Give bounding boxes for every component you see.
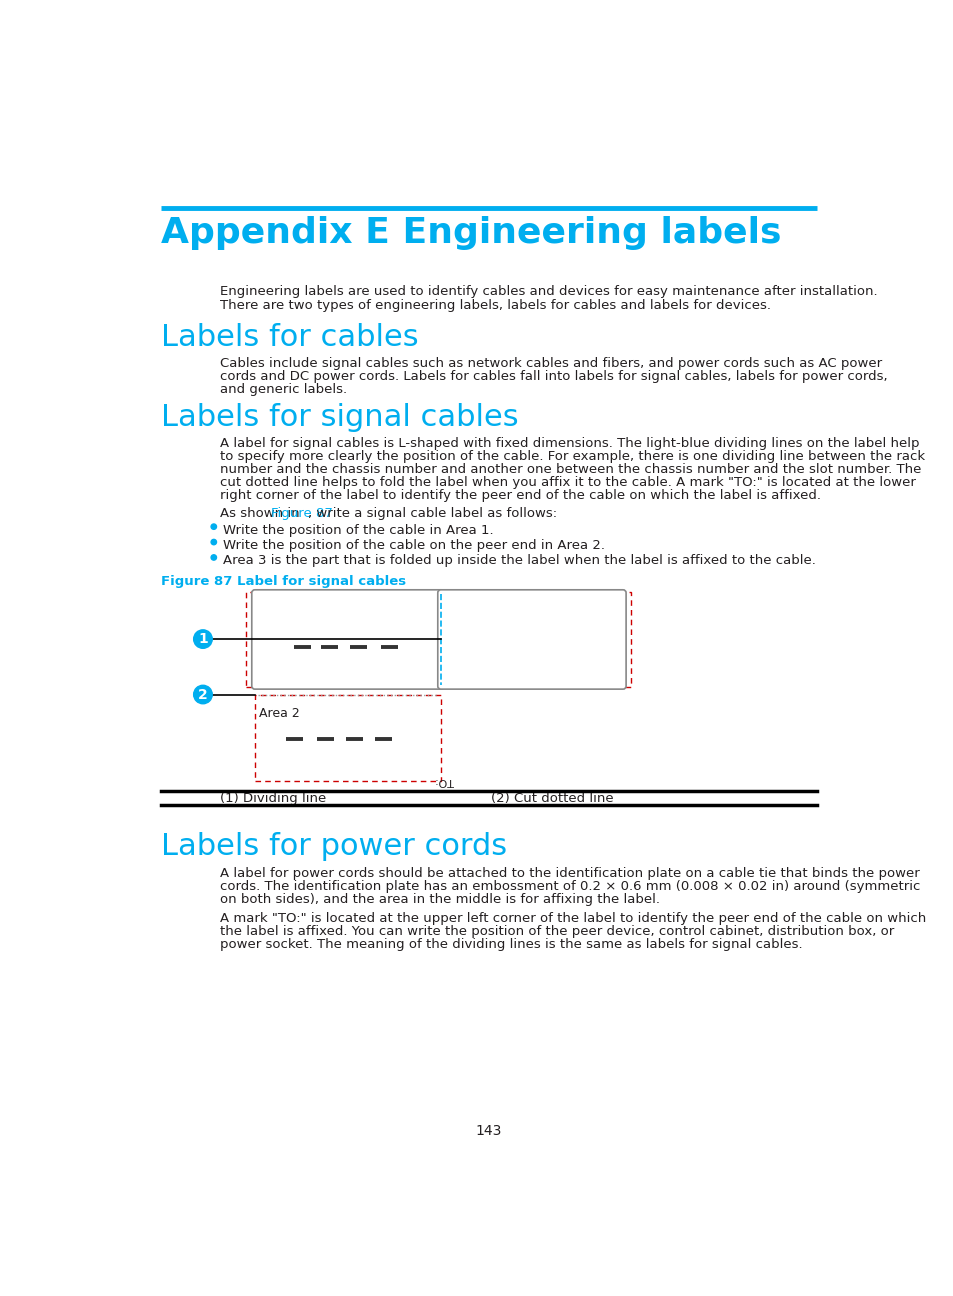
- Text: 2: 2: [198, 687, 208, 701]
- Text: on both sides), and the area in the middle is for affixing the label.: on both sides), and the area in the midd…: [220, 893, 659, 906]
- Text: Appendix E Engineering labels: Appendix E Engineering labels: [161, 215, 781, 250]
- Text: A label for signal cables is L-shaped with fixed dimensions. The light-blue divi: A label for signal cables is L-shaped wi…: [220, 437, 919, 450]
- Text: the label is affixed. You can write the position of the peer device, control cab: the label is affixed. You can write the …: [220, 925, 893, 938]
- Text: right corner of the label to identify the peer end of the cable on which the lab: right corner of the label to identify th…: [220, 489, 821, 502]
- Text: Figure 87 Label for signal cables: Figure 87 Label for signal cables: [161, 575, 406, 588]
- Text: Write the position of the cable in Area 1.: Write the position of the cable in Area …: [223, 524, 494, 537]
- Text: A mark "TO:" is located at the upper left corner of the label to identify the pe: A mark "TO:" is located at the upper lef…: [220, 911, 925, 924]
- Bar: [254, 695, 440, 780]
- Text: There are two types of engineering labels, labels for cables and labels for devi: There are two types of engineering label…: [220, 299, 770, 312]
- Text: Cables include signal cables such as network cables and fibers, and power cords : Cables include signal cables such as net…: [220, 358, 882, 371]
- Text: Figure 87: Figure 87: [271, 508, 333, 521]
- Text: Labels for power cords: Labels for power cords: [161, 832, 507, 861]
- Text: power socket. The meaning of the dividing lines is the same as labels for signal: power socket. The meaning of the dividin…: [220, 938, 801, 951]
- Text: and generic labels.: and generic labels.: [220, 384, 347, 397]
- FancyBboxPatch shape: [252, 590, 443, 689]
- Text: cords and DC power cords. Labels for cables fall into labels for signal cables, : cords and DC power cords. Labels for cab…: [220, 371, 886, 384]
- FancyBboxPatch shape: [437, 590, 625, 689]
- Text: (2) Cut dotted line: (2) Cut dotted line: [491, 792, 613, 805]
- Text: 143: 143: [476, 1124, 501, 1138]
- Circle shape: [211, 524, 216, 529]
- Text: Write the position of the cable on the peer end in Area 2.: Write the position of the cable on the p…: [223, 539, 604, 552]
- Text: to specify more clearly the position of the cable. For example, there is one div: to specify more clearly the position of …: [220, 450, 924, 463]
- Text: Area 3: Area 3: [447, 605, 487, 618]
- Text: Labels for cables: Labels for cables: [161, 324, 418, 353]
- Bar: [245, 592, 630, 687]
- Text: As shown in: As shown in: [220, 508, 304, 521]
- Circle shape: [193, 630, 212, 648]
- Text: , write a signal cable label as follows:: , write a signal cable label as follows:: [308, 508, 557, 521]
- Text: cords. The identification plate has an embossment of 0.2 × 0.6 mm (0.008 × 0.02 : cords. The identification plate has an e…: [220, 880, 920, 893]
- Circle shape: [193, 686, 212, 704]
- Circle shape: [211, 539, 216, 544]
- Text: Area 2: Area 2: [258, 706, 299, 719]
- Text: Area 3 is the part that is folded up inside the label when the label is affixed : Area 3 is the part that is folded up ins…: [223, 555, 815, 568]
- Text: Engineering labels are used to identify cables and devices for easy maintenance : Engineering labels are used to identify …: [220, 285, 877, 298]
- Text: (1) Dividing line: (1) Dividing line: [220, 792, 326, 805]
- Text: Labels for signal cables: Labels for signal cables: [161, 403, 518, 433]
- Text: cut dotted line helps to fold the label when you affix it to the cable. A mark ": cut dotted line helps to fold the label …: [220, 476, 915, 489]
- Text: TO:: TO:: [435, 776, 453, 787]
- Circle shape: [211, 555, 216, 560]
- Text: A label for power cords should be attached to the identification plate on a cabl: A label for power cords should be attach…: [220, 867, 919, 880]
- Text: Area 1: Area 1: [258, 605, 299, 618]
- Text: number and the chassis number and another one between the chassis number and the: number and the chassis number and anothe…: [220, 463, 921, 476]
- Text: 1: 1: [198, 632, 208, 647]
